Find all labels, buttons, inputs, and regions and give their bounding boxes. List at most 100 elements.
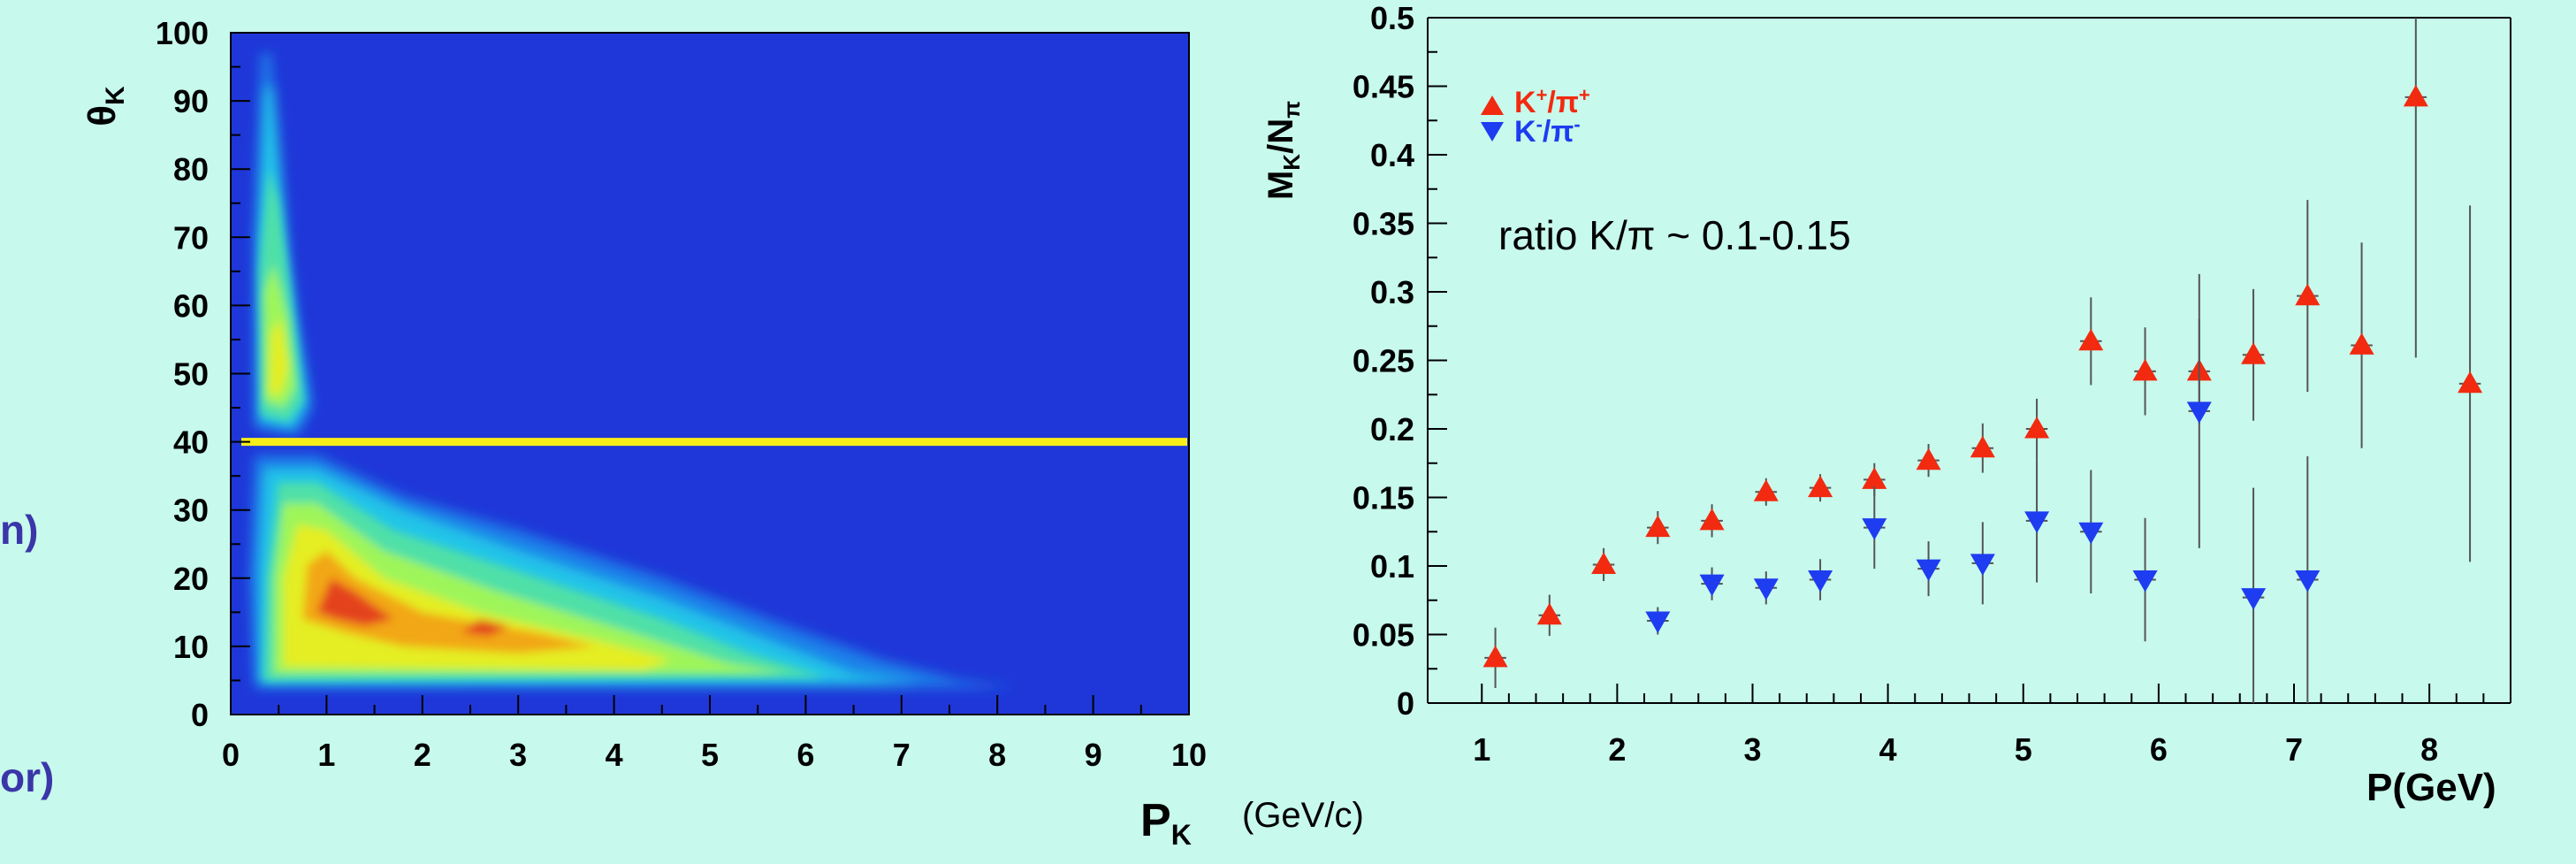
ratio-y-tick-label: 0.25 [1353, 343, 1414, 379]
heatmap-y-tick-label: 30 [173, 493, 209, 529]
density-layer-inner [259, 169, 826, 681]
heatmap-xlabel: PK [1140, 795, 1192, 851]
ratio-x-tick-label: 6 [2150, 731, 2168, 768]
left-fragment-1: n) [0, 507, 39, 553]
legend-kminus-sup: - [1536, 113, 1543, 135]
ratio-y-ticks: 0 0.05 0.1 0.15 0.2 0.25 0.3 0.35 0.4 0.45 0.5 [1353, 0, 1447, 722]
data-point [2458, 371, 2483, 394]
data-point [2024, 511, 2050, 533]
heatmap-x-tick-label: 5 [701, 737, 719, 773]
ratio-ylabel-num: M [1261, 171, 1300, 200]
data-point [1645, 611, 1671, 633]
legend-kminus-sup2: - [1574, 113, 1580, 135]
ratio-y-tick-label: 0.05 [1353, 617, 1414, 654]
ratio-plot-area [1428, 18, 2511, 703]
data-point [1482, 645, 1508, 668]
heatmap-y-tick-label: 70 [173, 219, 209, 256]
ratio-y-tick-label: 0.4 [1370, 137, 1414, 173]
data-point [1808, 570, 1833, 593]
heatmap-x-tick-label: 10 [1171, 737, 1207, 773]
heatmap-density [249, 53, 1017, 688]
heatmap-x-tick-label: 1 [317, 737, 335, 773]
data-point [2132, 570, 2158, 593]
ratio-ylabel: MK/Nπ [1261, 101, 1305, 200]
ratio-x-tick-label: 3 [1743, 731, 1761, 768]
ratio-x-tick-label: 2 [1608, 731, 1626, 768]
data-point [2241, 588, 2267, 610]
ratio-x-tick-label: 1 [1473, 731, 1490, 768]
data-point [2241, 342, 2267, 364]
heatmap-y-ticks: 0 10 20 30 40 50 60 70 80 90 100 [156, 15, 250, 733]
data-point [2349, 333, 2374, 355]
data-point [1591, 552, 1617, 574]
data-point [2132, 358, 2158, 381]
left-fragment-2: or) [0, 754, 55, 800]
data-point [1753, 578, 1779, 600]
data-point [2024, 417, 2050, 439]
ratio-x-tick-label: 4 [1879, 731, 1897, 768]
heatmap-x-tick-label: 0 [222, 737, 240, 773]
heatmap-y-tick-label: 50 [173, 356, 209, 393]
ratio-y-tick-label: 0.3 [1370, 274, 1414, 310]
heatmap-x-tick-label: 8 [988, 737, 1006, 773]
ratio-y-tick-label: 0 [1397, 685, 1414, 722]
ratio-y-tick-label: 0.35 [1353, 206, 1414, 242]
data-point [2403, 84, 2428, 107]
density-level-5-forward [269, 318, 288, 394]
legend-kminus-sep: /π [1543, 115, 1574, 149]
heatmap-xlabel-main: P [1140, 795, 1171, 846]
heatmap-y-tick-label: 20 [173, 561, 209, 597]
ratio-xlabel: P(GeV) [2366, 766, 2496, 809]
data-point [2078, 522, 2104, 545]
ratio-x-tick-label: 8 [2420, 731, 2438, 768]
heatmap-ylabel: θK [80, 86, 130, 126]
ratio-ylabel-den: N [1261, 119, 1300, 144]
data-point [1970, 554, 1995, 576]
legend-marker-kplus [1481, 96, 1504, 115]
heatmap-x-tick-label: 4 [606, 737, 623, 773]
heatmap-y-tick-label: 0 [191, 697, 209, 733]
data-point [1808, 475, 1833, 498]
data-point [1970, 435, 1995, 458]
density-level-7 [316, 577, 394, 626]
ratio-y-tick-label: 0.1 [1370, 548, 1414, 585]
ratio-x-tick-label: 5 [2015, 731, 2032, 768]
ratio-x-ticks: 1 2 3 4 5 6 7 8 [1473, 684, 2485, 768]
ratio-y-tick-label: 0.5 [1370, 0, 1414, 36]
ratio-ylabel-den-sub: π [1278, 101, 1305, 119]
data-point [2295, 283, 2321, 306]
ratio-points [1482, 18, 2483, 703]
heatmap-x-tick-label: 6 [796, 737, 814, 773]
data-point [1699, 508, 1725, 531]
ratio-y-tick-label: 0.15 [1353, 480, 1414, 516]
data-point [1699, 574, 1725, 597]
legend-kplus-sup: + [1536, 84, 1548, 106]
heatmap-ylabel-sub: K [101, 86, 130, 105]
data-point [1862, 467, 1887, 489]
ratio-ylabel-slash: / [1261, 144, 1300, 154]
density-level-7b [461, 619, 509, 637]
legend-kminus-name: K [1514, 115, 1536, 149]
data-point [1536, 602, 1562, 625]
heatmap-xlabel-unit: (GeV/c) [1242, 796, 1364, 835]
heatmap-y-tick-label: 100 [156, 15, 209, 51]
data-point [2078, 328, 2104, 351]
ratio-legend: K+/π+ K-/π- [1481, 84, 1590, 149]
legend-kplus-sep: /π [1547, 86, 1578, 119]
ratio-y-tick-label: 0.45 [1353, 69, 1414, 105]
heatmap-y-tick-label: 80 [173, 151, 209, 187]
legend-kplus-name: K [1514, 86, 1536, 119]
heatmap-x-ticks: 0 1 2 3 4 5 6 7 8 9 10 [222, 695, 1207, 773]
heatmap-y-tick-label: 90 [173, 83, 209, 119]
ratio-ylabel-num-sub: K [1278, 154, 1305, 171]
legend-marker-kminus [1481, 122, 1504, 141]
data-point [2186, 401, 2212, 424]
heatmap-x-tick-label: 3 [509, 737, 527, 773]
density-level-6 [302, 551, 595, 654]
legend-label-kminus: K-/π- [1514, 113, 1581, 149]
series-kplus [1482, 18, 2483, 688]
data-point [1916, 447, 1941, 470]
ratio-y-tick-label: 0.2 [1370, 411, 1414, 447]
